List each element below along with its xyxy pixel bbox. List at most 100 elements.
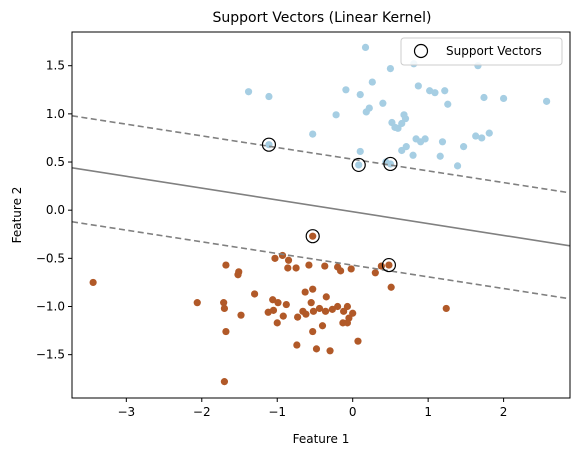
class-1-point-1 [385, 261, 393, 269]
class-0-point-28 [485, 129, 493, 137]
class-1-point-55 [312, 345, 321, 353]
margin-line-2 [72, 220, 570, 300]
legend: Support Vectors [400, 37, 563, 66]
x-tick-label-0: −3 [117, 405, 135, 419]
class-0-point-1 [244, 88, 253, 96]
class-1-point-40 [321, 307, 330, 315]
support-vector-2 [383, 156, 398, 172]
class-0-point-45 [386, 160, 395, 168]
plot-area [71, 31, 571, 399]
plot-content [72, 43, 570, 386]
x-axis: −3 −2 −1 0 1 2 [117, 398, 507, 419]
class-1-point-5 [222, 261, 230, 269]
class-1-point-50 [318, 322, 327, 330]
class-1-point-6 [305, 261, 313, 269]
class-0-point-11 [441, 87, 449, 95]
class-1-point-53 [354, 337, 362, 345]
class-1-point-21 [269, 296, 277, 304]
class-1-point-10 [234, 271, 242, 279]
class-1-point-19 [301, 288, 309, 296]
x-tick-label-4: 1 [424, 405, 432, 419]
class-1-point-7 [292, 264, 300, 272]
class-0-point-15 [543, 97, 551, 105]
class-0-point-16 [379, 99, 387, 107]
support-vector-3 [305, 229, 320, 244]
class-1-point-29 [307, 299, 315, 307]
y-tick-label-0: 1.5 [46, 59, 65, 73]
y-tick-label-2: 0.5 [46, 155, 65, 169]
class-1-point-37 [279, 312, 287, 320]
class-1-point-31 [334, 302, 342, 311]
class-1-point-4 [284, 256, 293, 264]
class-1-point-24 [193, 299, 201, 307]
class-1-point-8 [284, 264, 292, 272]
legend-marker-icon [413, 43, 429, 59]
x-tick-label-5: 2 [500, 405, 508, 419]
class-1-point-28 [282, 300, 290, 309]
margin-line-1 [72, 115, 570, 194]
class-1-point-23 [251, 290, 259, 298]
class-1-point-13 [337, 267, 345, 275]
class-0-point-18 [362, 108, 370, 116]
class-1-point-57 [220, 378, 229, 386]
x-tick-label-2: −1 [268, 405, 286, 419]
legend-frame [400, 37, 563, 66]
class-1-point-17 [89, 278, 97, 287]
class-1-point-32 [343, 302, 352, 311]
class-1-point-56 [326, 347, 334, 355]
class-1-point-45 [343, 319, 352, 327]
class-0-point-40 [409, 151, 417, 159]
class-0-point-44 [355, 161, 363, 169]
class-0-point-33 [417, 138, 425, 146]
class-0-point-24 [398, 119, 406, 128]
class-0-point-13 [480, 93, 488, 102]
class-0-point-27 [309, 130, 317, 138]
y-tick-label-4: −0.5 [36, 251, 65, 265]
class-1-point-51 [222, 327, 230, 336]
class-1-point-22 [322, 293, 330, 301]
x-tick-label-3: 0 [349, 405, 357, 419]
class-1-point-48 [294, 313, 302, 321]
x-tick-label-1: −2 [193, 405, 211, 419]
y-axis: 1.5 1.0 0.5 0.0 −0.5 −1.0 −1.5 [36, 59, 72, 362]
class-0-point-39 [436, 152, 444, 160]
class-0-point-2 [265, 92, 273, 101]
class-1-point-46 [442, 304, 450, 313]
class-1-point-26 [220, 304, 229, 313]
class-0-point-30 [478, 134, 486, 142]
y-axis-label: Feature 2 [10, 187, 24, 244]
class-0-point-10 [431, 89, 439, 97]
class-0-point-29 [472, 132, 480, 140]
legend-entry-support-vectors: Support Vectors [446, 44, 542, 58]
class-1-point-33 [340, 307, 348, 315]
class-1-point-54 [293, 341, 301, 349]
class-1-point-14 [347, 265, 355, 273]
class-1-point-36 [269, 306, 278, 314]
class-0-point-34 [438, 138, 447, 146]
class-1-point-2 [278, 251, 287, 260]
y-tick-label-5: −1.0 [36, 300, 65, 314]
y-tick-label-6: −1.5 [36, 348, 65, 362]
class-1-point-52 [309, 327, 317, 336]
class-0-point-26 [391, 123, 399, 131]
class-0-point-41 [453, 162, 462, 170]
class-0-point-6 [386, 65, 395, 73]
class-1-point-3 [271, 254, 279, 262]
class-0-point-22 [401, 115, 410, 123]
class-1-point-41 [328, 305, 336, 313]
support-vector-4 [381, 257, 397, 273]
support-vector-0 [261, 137, 277, 152]
class-1-point-20 [387, 283, 395, 291]
class-0-point-8 [414, 82, 422, 90]
class-1-point-25 [220, 299, 228, 307]
class-0-point-19 [332, 111, 340, 119]
y-tick-label-1: 1.0 [46, 107, 65, 121]
decision-boundary-line [72, 167, 570, 247]
plot-frame [71, 31, 571, 399]
class-0-point-0 [361, 43, 370, 52]
y-tick-label-3: 0.0 [46, 203, 65, 217]
class-0-point-5 [368, 78, 376, 86]
class-1-point-49 [302, 310, 310, 318]
class-1-point-39 [309, 307, 318, 315]
